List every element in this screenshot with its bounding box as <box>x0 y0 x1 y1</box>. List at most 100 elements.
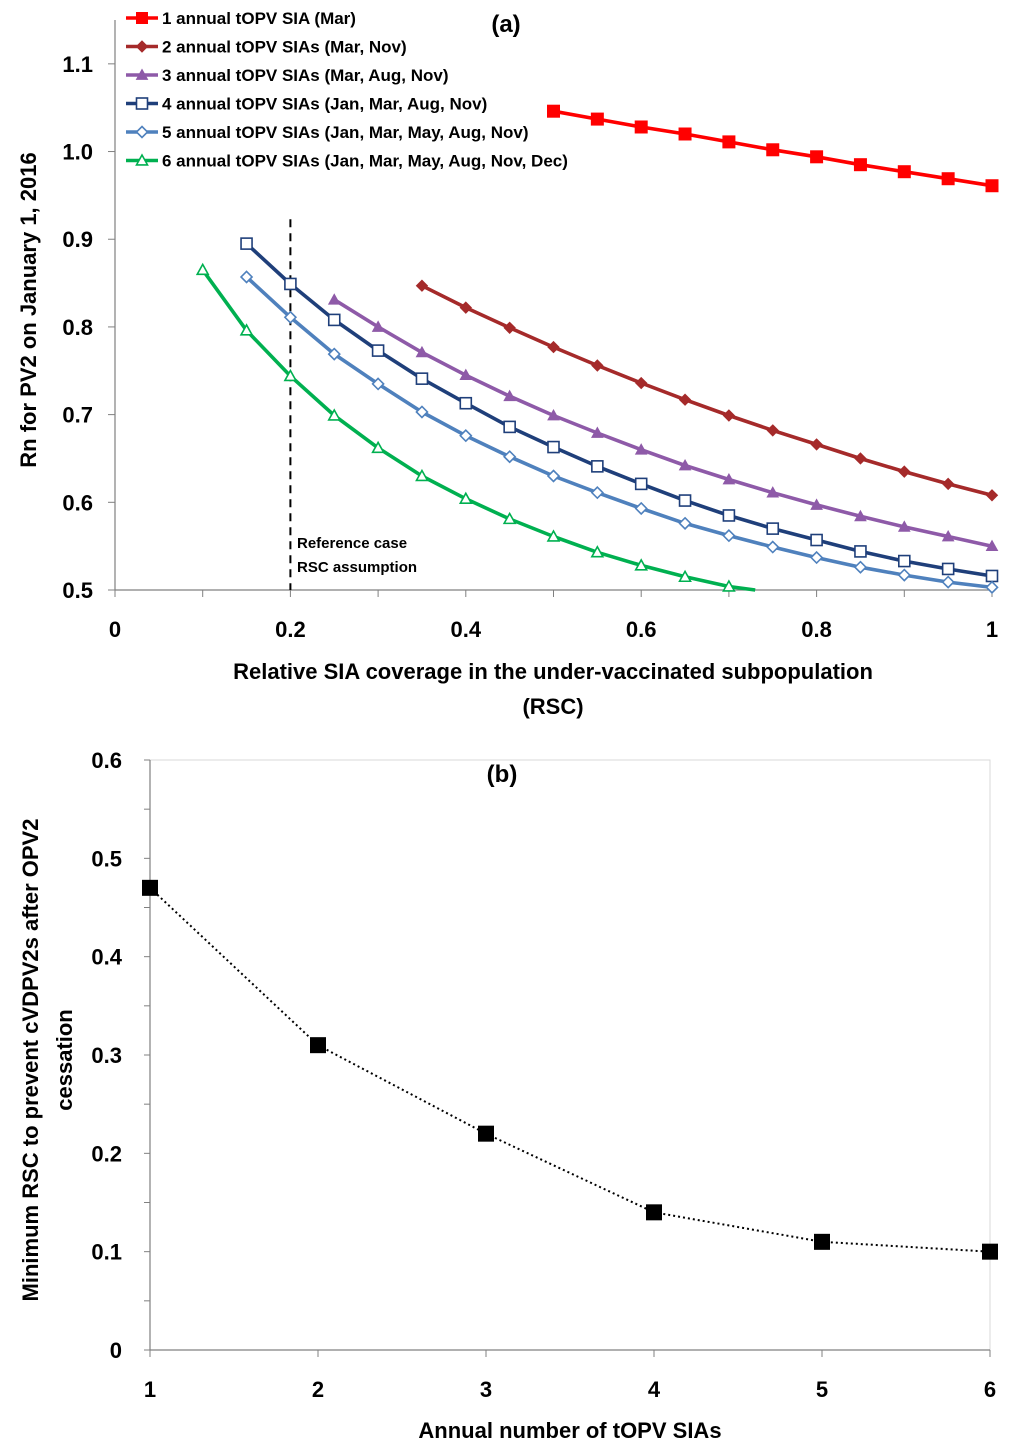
panel-a-y-tick-label: 0.7 <box>62 403 93 428</box>
series-5-point <box>853 560 868 574</box>
legend-item-6-label: 6 annual tOPV SIAs (Jan, Mar, May, Aug, … <box>162 152 568 171</box>
series-3-point <box>547 408 560 421</box>
legend-item-4-marker <box>135 97 149 110</box>
panel-b-x-tick-label: 3 <box>480 1377 492 1402</box>
panel-b-y-tick-label: 0.6 <box>91 748 122 773</box>
series-3-group <box>327 293 999 552</box>
panel-b-y-tick-label: 0.4 <box>91 945 122 970</box>
series-5-point <box>809 550 824 565</box>
panel-b-plot-area <box>149 759 991 1351</box>
series-1-point <box>722 135 736 149</box>
series-4-point <box>897 554 911 568</box>
series-5-point <box>371 377 385 391</box>
series-3-line <box>333 298 993 548</box>
panel-b-line <box>149 887 991 1253</box>
series-1-point <box>547 104 560 118</box>
panel-b-x-tick-label: 6 <box>984 1377 996 1402</box>
panel-b-point <box>310 1037 326 1054</box>
series-2-point <box>591 359 604 372</box>
series-4-point <box>327 313 341 327</box>
panel-a-x-tick-label: 0.2 <box>275 617 306 642</box>
series-1-point <box>853 158 867 172</box>
series-1-point <box>590 112 604 126</box>
panel-b-point <box>478 1125 494 1142</box>
series-2-point <box>766 424 779 437</box>
series-1-group <box>547 104 999 193</box>
panel-b-point <box>142 879 158 896</box>
series-4-point <box>766 522 780 535</box>
series-5-group <box>239 270 999 595</box>
series-4-point <box>371 344 385 357</box>
panel-b-x-tick-label: 5 <box>816 1377 828 1402</box>
panel-a-y-tick-label: 0.6 <box>62 490 93 515</box>
series-1-point <box>810 150 824 164</box>
panel-a-y-tick-label: 0.8 <box>62 315 93 340</box>
panel-a-x-tick-label: 0.6 <box>626 617 657 642</box>
series-2-point <box>854 452 867 465</box>
series-6-point <box>239 323 254 336</box>
panel-b-y-tick-label: 0.5 <box>91 846 122 871</box>
legend-item-5-marker <box>135 125 149 139</box>
legend-item-6-marker <box>135 153 149 166</box>
series-4-point <box>810 533 823 547</box>
legend-item-5-label: 5 annual tOPV SIAs (Jan, Mar, May, Aug, … <box>162 123 529 142</box>
panel-a-ticks: 0 0.2 0.4 0.6 0.8 1 0.5 0.6 0.7 0.8 0.9 1.0 1.1 <box>62 52 998 642</box>
series-2-line <box>421 284 993 498</box>
series-2-point <box>722 409 736 422</box>
series-6-point <box>590 545 605 558</box>
series-3-point <box>766 486 780 498</box>
legend-item-1-label: 1 annual tOPV SIA (Mar) <box>162 9 356 28</box>
panel-b-x-tick-label: 4 <box>648 1377 661 1402</box>
series-4-point <box>459 396 473 410</box>
series-1-point <box>941 172 955 186</box>
panel-a-x-tick-label: 1 <box>986 617 998 642</box>
series-1-point <box>766 143 780 157</box>
panel-b-x-tick-label: 1 <box>144 1377 156 1402</box>
series-2-point <box>985 489 999 502</box>
panel-a-x-axis-title-line1: Relative SIA coverage in the under-vacci… <box>233 659 873 684</box>
panel-b-axes <box>149 760 990 1351</box>
panel-a-y-tick-label: 0.9 <box>62 227 93 252</box>
series-5-point <box>283 310 298 324</box>
panel-b-y-axis-title-line1: Minimum RSC to prevent cVDPV2s after OPV… <box>18 819 43 1302</box>
series-5-point <box>590 486 604 500</box>
panel-a-y-tick-label: 0.5 <box>62 578 93 603</box>
reference-annotation-line1: Reference case <box>297 535 407 552</box>
series-3-point <box>941 529 955 542</box>
series-5-point <box>503 450 517 464</box>
series-4-line <box>245 242 993 578</box>
legend-item-2-label: 2 annual tOPV SIAs (Mar, Nov) <box>162 38 407 57</box>
series-4-point <box>678 494 692 507</box>
series-2-point <box>547 340 560 354</box>
series-3-point <box>503 389 516 402</box>
series-5-point <box>897 568 911 582</box>
panel-b-point <box>982 1243 998 1260</box>
series-5-point <box>459 429 473 443</box>
series-6-point <box>195 262 210 276</box>
series-6-point <box>327 408 342 421</box>
panel-b-y-tick-label: 0.2 <box>91 1141 122 1166</box>
series-3-point <box>722 472 736 485</box>
series-4-point <box>415 372 429 385</box>
series-1-point <box>897 165 911 179</box>
panel-b-label: (b) <box>487 761 518 788</box>
series-3-point <box>327 293 341 305</box>
panel-a-x-axis-title-line2: (RSC) <box>522 694 583 719</box>
panel-b-y-tick-label: 0.1 <box>91 1240 122 1265</box>
series-4-point <box>722 509 736 522</box>
series-3-point <box>678 458 692 471</box>
panel-a: 0 0.2 0.4 0.6 0.8 1 0.5 0.6 0.7 0.8 0.9 1.0 1.1 1 an… <box>16 9 999 719</box>
series-1-point <box>985 179 999 193</box>
reference-annotation-line2: RSC assumption <box>297 559 417 576</box>
series-3-point <box>634 443 648 455</box>
series-4-group <box>240 237 999 583</box>
series-4-point <box>503 420 516 434</box>
series-6-point <box>546 529 561 542</box>
panel-b: 1 2 3 4 5 6 0 0.1 0.2 0.3 0.4 0.5 0.6 (b) Annual num… <box>18 748 998 1443</box>
panel-a-y-axis-title: Rn for PV2 on January 1, 2016 <box>16 152 41 467</box>
series-4-point <box>547 440 560 454</box>
series-4-point <box>284 277 297 291</box>
panel-b-point <box>646 1204 662 1221</box>
series-5-point <box>546 469 561 483</box>
series-5-point <box>415 405 429 419</box>
